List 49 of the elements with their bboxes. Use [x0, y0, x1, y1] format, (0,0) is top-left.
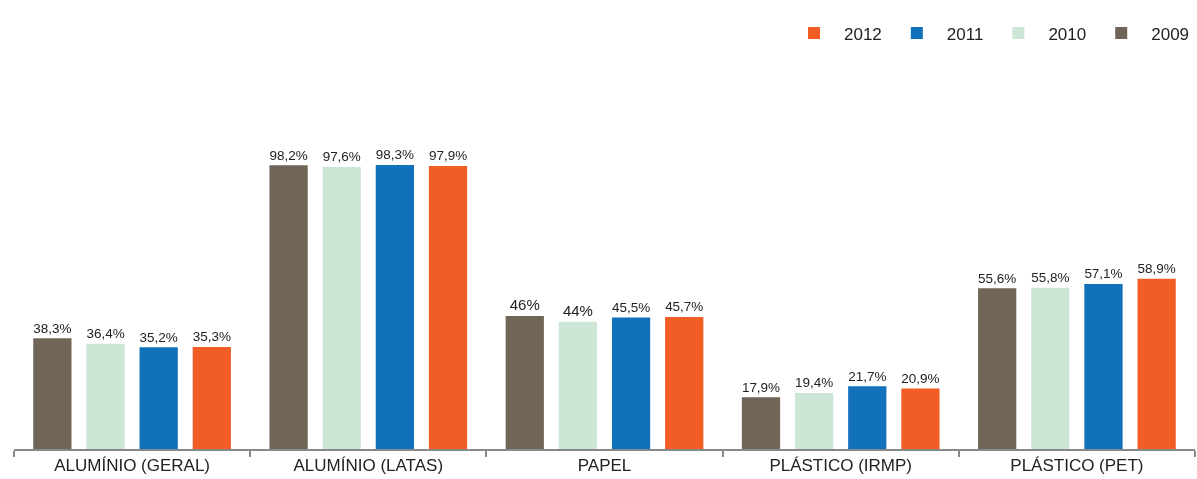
bar [611, 317, 651, 449]
x-tick-label: PLÁSTICO (PET) [1010, 456, 1144, 476]
data-label: 55,8% [1031, 270, 1070, 286]
bar [86, 343, 125, 449]
x-tick-label: ALUMÍNIO (GERAL) [54, 456, 211, 476]
legend-label: 2011 [946, 24, 984, 44]
bar [558, 321, 598, 449]
data-label: 55,6% [978, 270, 1017, 286]
legend-label: 2012 [844, 24, 882, 44]
data-label: 46% [509, 296, 540, 314]
data-label: 45,7% [665, 299, 704, 315]
bar [1031, 287, 1070, 449]
legend-label: 2009 [1151, 24, 1190, 44]
data-label: 58,9% [1137, 261, 1176, 277]
data-label: 19,4% [795, 375, 834, 391]
bar [322, 166, 361, 449]
bar [192, 347, 231, 449]
bar [33, 338, 72, 449]
bar [741, 397, 781, 449]
data-label: 57,1% [1084, 266, 1123, 282]
data-label: 35,3% [192, 329, 231, 345]
bar [375, 164, 414, 449]
x-tick-label: ALUMÍNIO (LATAS) [293, 456, 444, 476]
data-label: 35,2% [139, 329, 178, 345]
data-label: 97,6% [322, 149, 361, 165]
legend-label: 2010 [1048, 24, 1087, 44]
data-label: 20,9% [901, 370, 940, 386]
bar [505, 316, 544, 449]
x-tick-label: PLÁSTICO (IRMP) [769, 456, 913, 476]
data-label: 38,3% [33, 320, 72, 336]
bar [978, 288, 1017, 449]
bar [269, 165, 308, 449]
data-label: 98,2% [269, 147, 308, 163]
data-label: 21,7% [848, 368, 887, 384]
bar [428, 166, 468, 449]
data-label: 17,9% [741, 379, 781, 395]
data-label: 98,3% [375, 147, 414, 163]
bar [848, 386, 887, 449]
x-tick-label: PAPEL [577, 456, 632, 476]
data-label: 45,5% [611, 299, 651, 315]
bar [665, 316, 704, 449]
bar [901, 388, 940, 449]
bar [139, 347, 178, 449]
bar [1137, 278, 1176, 449]
data-label: 36,4% [86, 326, 125, 342]
bar [795, 392, 834, 449]
data-label: 44% [562, 301, 593, 319]
data-label: 97,9% [428, 148, 468, 164]
bar [1084, 284, 1123, 449]
